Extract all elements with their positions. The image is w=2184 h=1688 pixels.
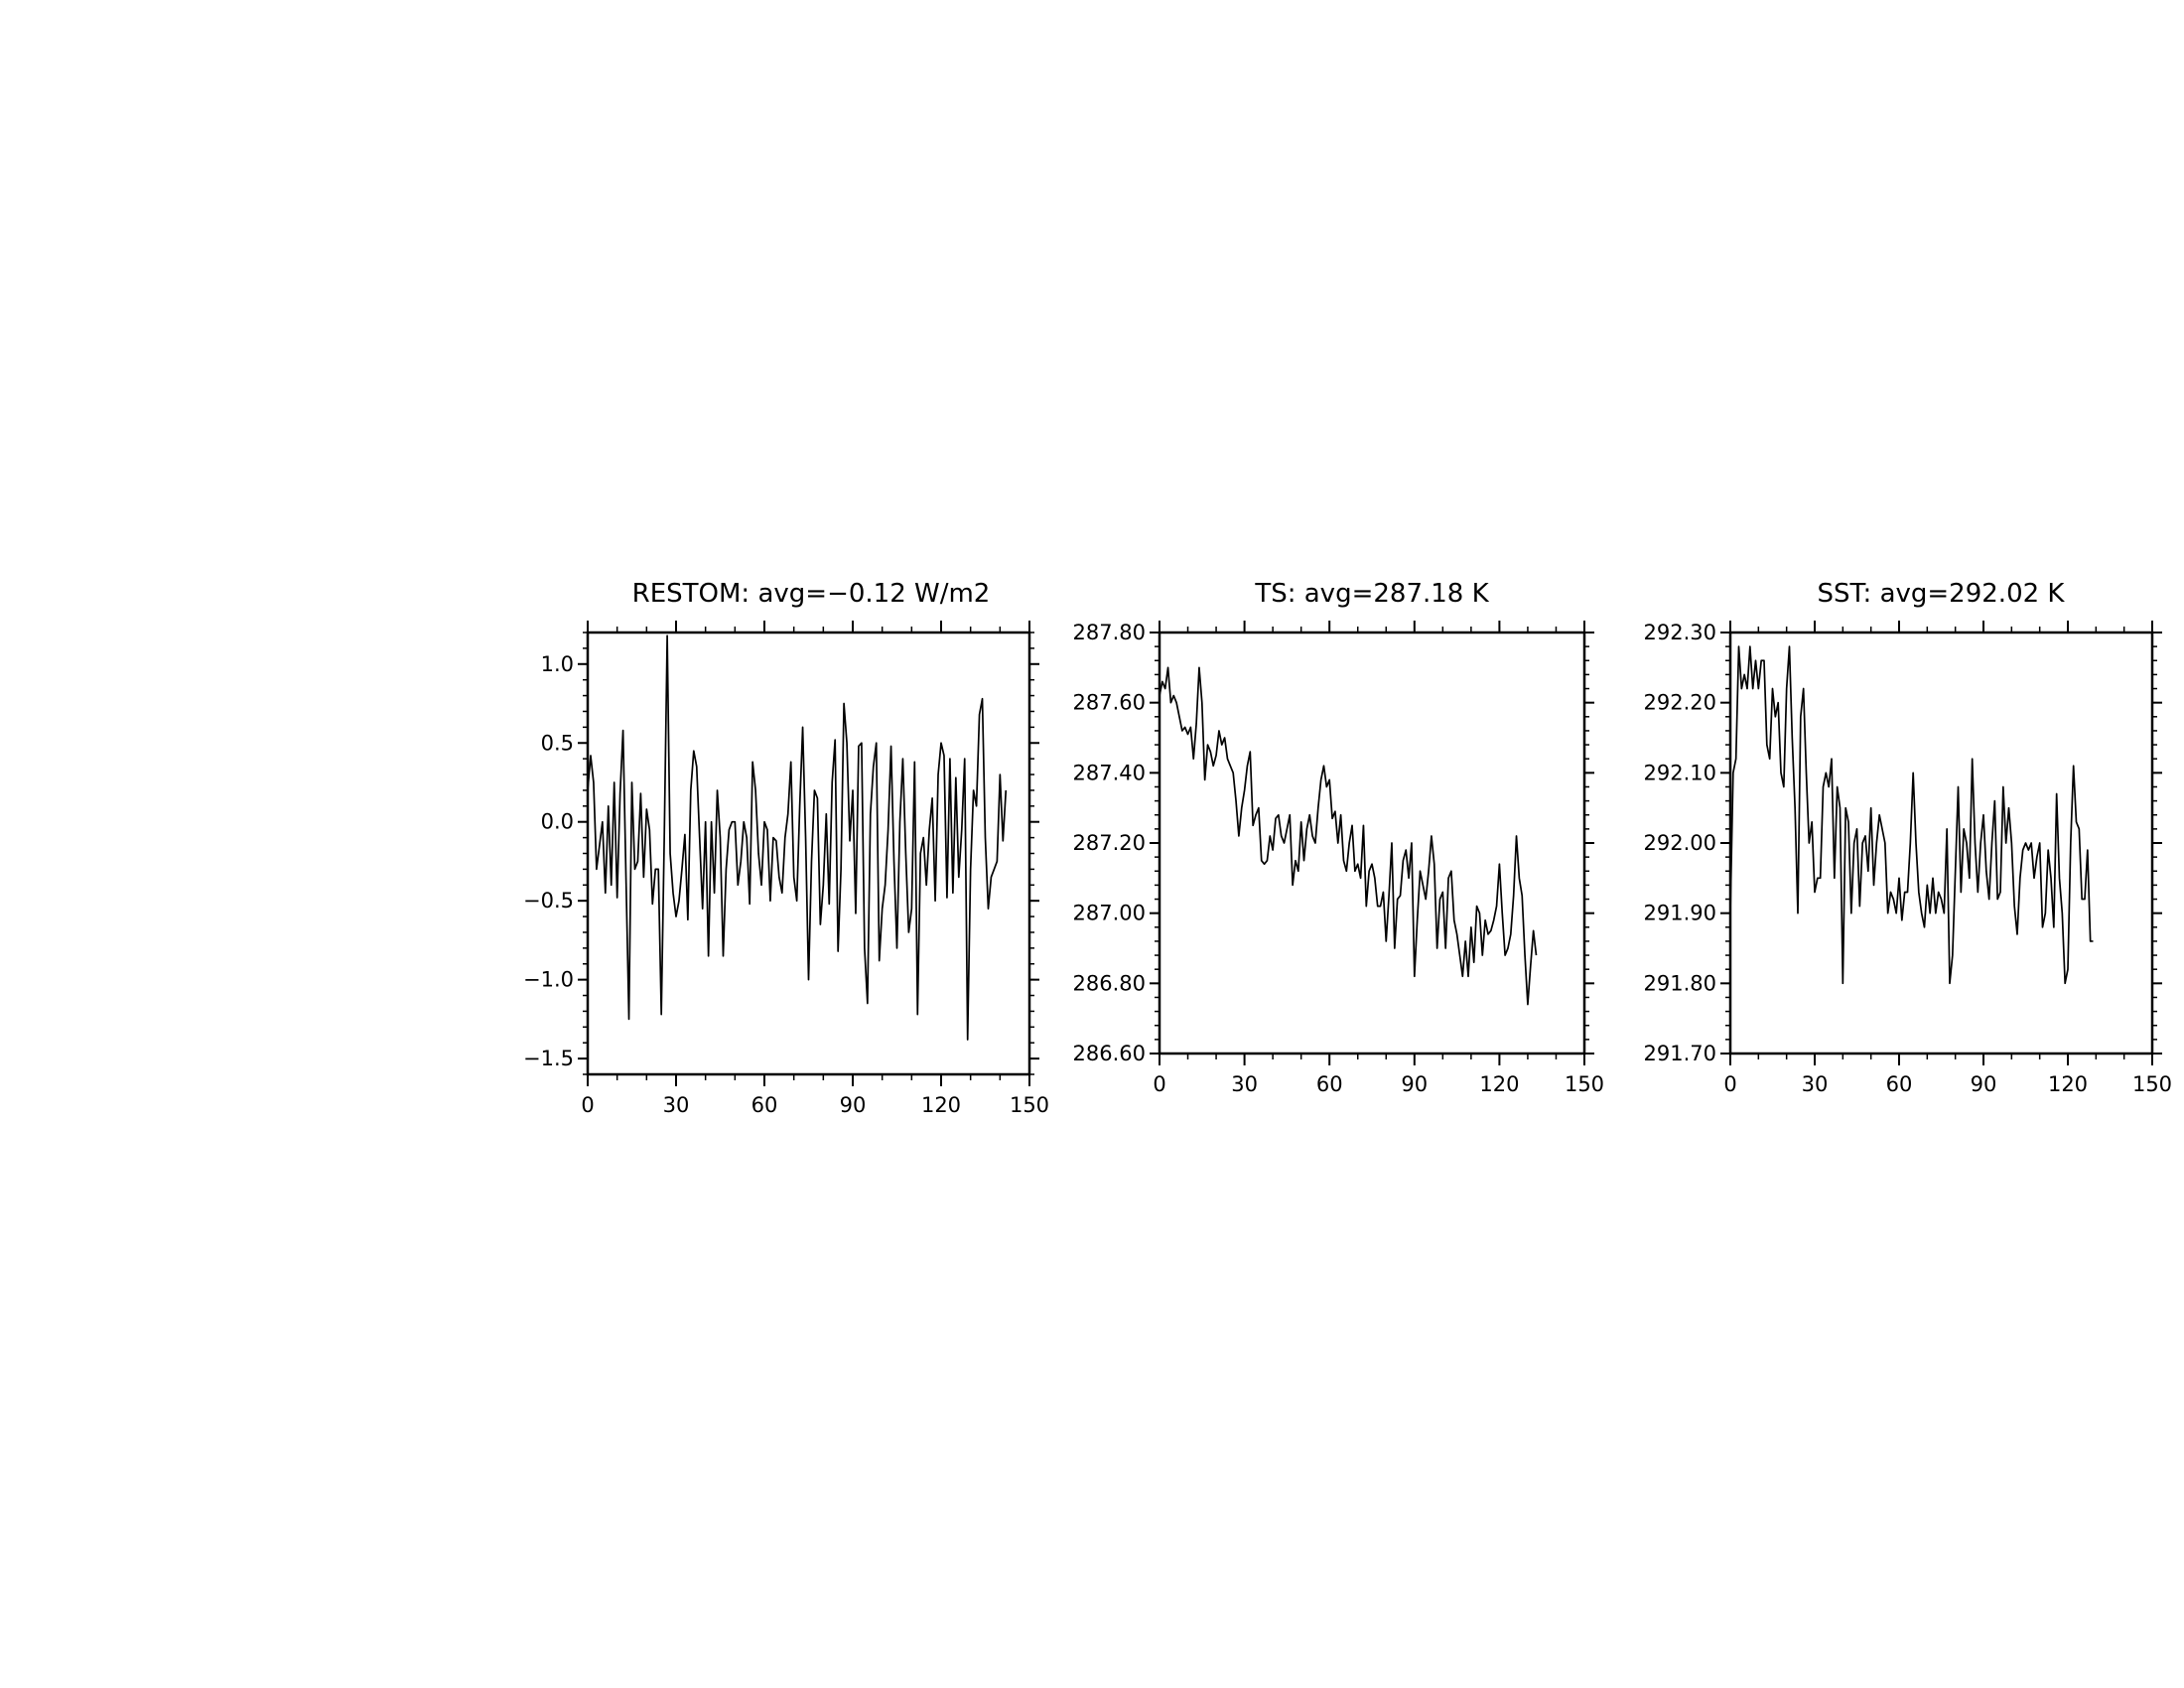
y-axis-sst: 291.70 291.80 291.90 292.00 292.10 292.20 292.… [1644, 621, 2162, 1065]
x-tick-label-sst: 90 [1971, 1072, 1997, 1096]
chart-title-restom: RESTOM: avg=−0.12 W/m2 [632, 579, 991, 609]
y-tick-label-ts: 286.60 [1073, 1042, 1146, 1065]
y-tick-label-ts: 287.40 [1073, 761, 1146, 784]
x-tick-label-ts: 60 [1316, 1072, 1343, 1096]
x-tick-label-sst: 0 [1723, 1072, 1736, 1096]
y-axis-restom: −1.5 −1.0 −0.5 0.0 0.5 1.0 [523, 632, 1039, 1075]
series-line-ts [1159, 666, 1538, 1006]
y-tick-label-ts: 287.20 [1073, 831, 1146, 855]
y-tick-label-ts: 287.80 [1073, 621, 1146, 644]
y-tick-label-sst: 291.90 [1644, 902, 1716, 925]
y-tick-label-restom: −0.5 [523, 889, 574, 913]
x-tick-label-sst: 60 [1886, 1072, 1913, 1096]
y-tick-label-restom: 1.0 [541, 652, 574, 676]
y-tick-label-sst: 292.20 [1644, 691, 1716, 715]
x-tick-label-restom: 90 [840, 1093, 867, 1117]
y-tick-label-restom: 0.0 [541, 810, 574, 834]
y-tick-label-ts: 287.60 [1073, 691, 1146, 715]
x-tick-label-restom: 150 [1010, 1093, 1049, 1117]
y-tick-label-ts: 287.00 [1073, 902, 1146, 925]
x-tick-label-restom: 120 [921, 1093, 961, 1117]
chart-title-sst: SST: avg=292.02 K [1818, 579, 2066, 609]
chart-title-ts: TS: avg=287.18 K [1254, 579, 1489, 609]
plot-frame-ts [1158, 631, 1586, 1055]
plot-frame-sst [1728, 631, 2154, 1055]
x-tick-label-sst: 30 [1802, 1072, 1829, 1096]
x-tick-label-ts: 30 [1231, 1072, 1258, 1096]
y-tick-label-ts: 286.80 [1073, 971, 1146, 995]
chart-panel-restom: RESTOM: avg=−0.12 W/m2 −1.5 −1.0 −0.5 0.0 0.… [523, 579, 1049, 1117]
x-tick-label-sst: 120 [2048, 1072, 2088, 1096]
x-tick-label-ts: 90 [1401, 1072, 1428, 1096]
y-axis-ts: 286.60 286.80 287.00 287.20 287.40 287.60 287.… [1073, 621, 1594, 1065]
y-tick-label-restom: −1.5 [523, 1047, 574, 1070]
plot-frame-restom [586, 631, 1031, 1076]
chart-panel-sst: SST: avg=292.02 K 291.70 291.80 291.90 292.… [1644, 579, 2173, 1096]
series-line-sst [1729, 645, 2094, 985]
series-line-restom [587, 634, 1008, 1041]
x-tick-label-ts: 150 [1565, 1072, 1604, 1096]
x-axis-ts: 0 30 60 90 120 150 [1153, 621, 1604, 1096]
y-tick-label-sst: 291.70 [1644, 1042, 1716, 1065]
x-tick-label-ts: 120 [1479, 1072, 1519, 1096]
y-tick-label-sst: 292.30 [1644, 621, 1716, 644]
x-tick-label-restom: 60 [751, 1093, 778, 1117]
x-tick-label-ts: 0 [1153, 1072, 1165, 1096]
chart-panel-ts: TS: avg=287.18 K 286.60 286.80 287.00 287.2… [1073, 579, 1605, 1096]
x-axis-restom: 0 30 60 90 120 150 [581, 621, 1049, 1117]
y-tick-label-restom: 0.5 [541, 731, 574, 755]
y-tick-label-sst: 292.10 [1644, 761, 1716, 784]
x-tick-label-restom: 0 [581, 1093, 594, 1117]
y-tick-label-restom: −1.0 [523, 968, 574, 992]
x-tick-label-restom: 30 [663, 1093, 690, 1117]
x-axis-sst: 0 30 60 90 120 150 [1723, 621, 2172, 1096]
y-tick-label-sst: 292.00 [1644, 831, 1716, 855]
y-tick-label-sst: 291.80 [1644, 971, 1716, 995]
x-tick-label-sst: 150 [2132, 1072, 2172, 1096]
